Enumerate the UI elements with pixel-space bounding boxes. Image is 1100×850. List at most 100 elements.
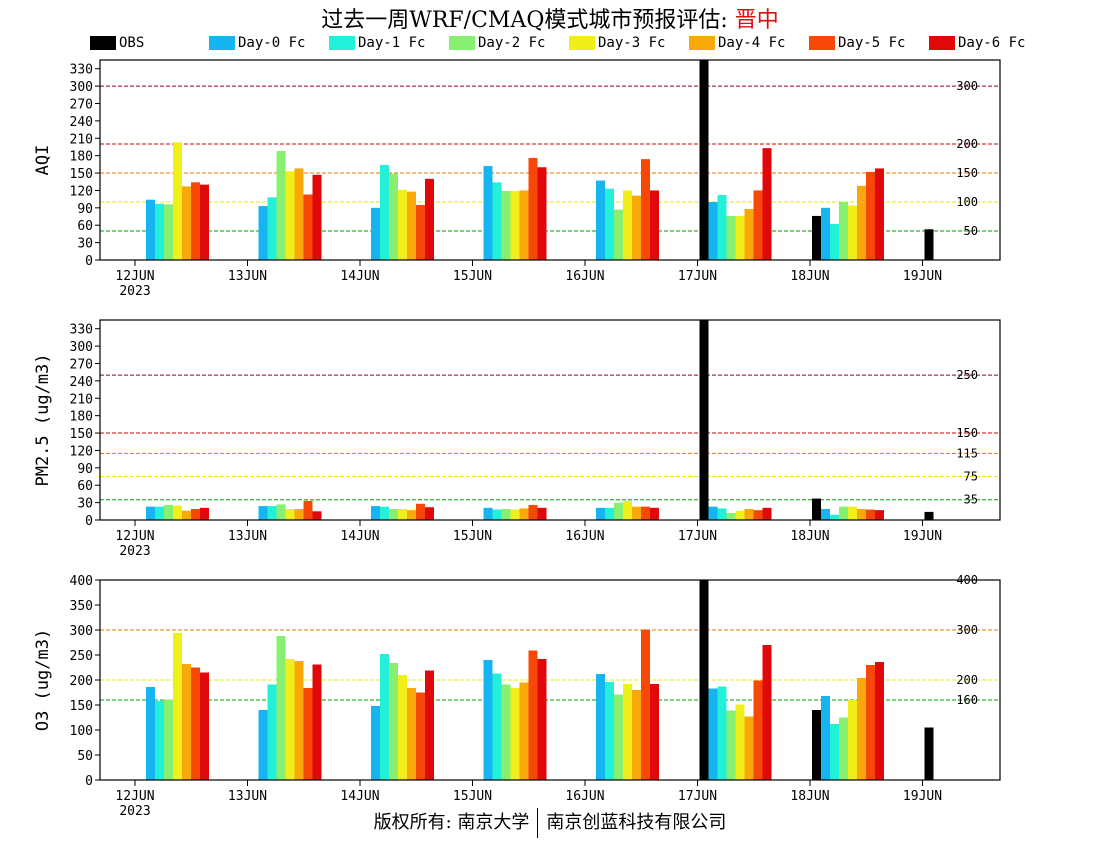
bar-0-s7-c1 — [312, 174, 322, 260]
bar-1-s5-c1 — [294, 508, 304, 520]
bar-0-s5-c6 — [857, 185, 866, 260]
threshold-label-2-1: 200 — [956, 673, 978, 687]
legend-item-day1: Day-1 Fc — [329, 34, 425, 52]
legend: OBS Day-0 Fc Day-1 Fc Day-2 Fc Day-3 Fc … — [0, 34, 1100, 54]
y-tick-label-0-11: 330 — [70, 63, 93, 78]
x-tick-label-2-0: 12JUN — [115, 789, 154, 804]
bar-0-s1-c6 — [821, 207, 830, 260]
bar-1-s4-c6 — [848, 506, 857, 520]
bar-1-s6-c1 — [303, 500, 313, 520]
y-tick-label-1-7: 210 — [70, 392, 93, 407]
x-tick-label-0-1: 13JUN — [228, 269, 267, 284]
bar-2-s6-c0 — [191, 667, 200, 780]
legend-item-obs: OBS — [90, 34, 144, 52]
bar-1-s1-c5 — [708, 506, 718, 520]
x-tick-label-0-7: 19JUN — [903, 269, 942, 284]
bar-0-s5-c3 — [519, 190, 529, 260]
o3-chart-panel: 160 200 300 400 0 50 100 150 200 250 300 350 400 12JU… — [33, 575, 1001, 819]
bar-2-s2-c5 — [717, 686, 727, 780]
bar-2-s3-c1 — [276, 636, 286, 780]
bar-0-s2-c2 — [380, 164, 389, 260]
bar-0-s6-c4 — [641, 159, 650, 260]
y-tick-label-1-1: 30 — [77, 497, 93, 512]
legend-label-day4: Day-4 Fc — [718, 35, 786, 51]
chart-title: 过去一周WRF/CMAQ模式城市预报评估: 晋中 — [0, 2, 1100, 34]
bar-1-s6-c2 — [416, 503, 425, 520]
y-tick-label-0-5: 150 — [70, 167, 93, 182]
legend-label-day2: Day-2 Fc — [478, 35, 546, 51]
legend-swatch-obs — [90, 36, 116, 50]
footer-copyright: 版权所有: 南京大学 — [373, 812, 530, 833]
x-tick-label-2-1: 13JUN — [228, 789, 267, 804]
x-tick-label-1-7: 19JUN — [903, 529, 942, 544]
legend-swatch-day6 — [929, 36, 955, 50]
bar-2-s3-c3 — [501, 684, 511, 780]
bar-1-s2-c4 — [605, 507, 614, 520]
bar-0-s5-c5 — [744, 208, 754, 260]
bar-1-s3-c0 — [164, 504, 173, 520]
bar-0-s1-c2 — [371, 207, 380, 260]
bar-0-s0-c6 — [812, 215, 821, 260]
y-tick-label-2-6: 300 — [70, 624, 93, 639]
x-tick-label-2-6: 18JUN — [790, 789, 829, 804]
bar-2-s6-c5 — [753, 680, 763, 780]
y-tick-label-1-11: 330 — [70, 323, 93, 338]
threshold-label-1-4: 250 — [956, 368, 978, 382]
bar-1-s2-c2 — [380, 506, 389, 520]
y-tick-label-0-10: 300 — [70, 80, 93, 95]
bar-1-s1-c3 — [483, 507, 493, 520]
bar-0-s3-c4 — [614, 209, 623, 260]
bar-0-s2-c1 — [267, 197, 277, 260]
x-tick-label-2-7: 19JUN — [903, 789, 942, 804]
bar-1-s5-c6 — [857, 508, 866, 520]
bar-2-s7-c5 — [762, 645, 772, 780]
bar-2-s3-c0 — [164, 699, 173, 780]
y-tick-label-1-5: 150 — [70, 427, 93, 442]
bar-1-s7-c2 — [425, 507, 434, 520]
bar-0-s2-c3 — [492, 182, 502, 260]
threshold-label-1-1: 75 — [964, 470, 978, 484]
bar-1-s6-c4 — [641, 506, 650, 520]
bar-2-s7-c2 — [425, 670, 434, 780]
bar-2-s5-c5 — [744, 716, 754, 780]
bar-0-s2-c0 — [155, 203, 164, 260]
x-year-label-2: 2023 — [119, 804, 150, 819]
bar-0-s6-c5 — [753, 190, 763, 260]
bar-2-s2-c4 — [605, 682, 614, 780]
bar-0-s3-c2 — [389, 173, 398, 260]
bar-1-s7-c4 — [650, 507, 659, 520]
bar-1-s1-c1 — [258, 506, 268, 520]
bar-2-s7-c0 — [200, 672, 209, 780]
footer: 版权所有: 南京大学 南京创蓝科技有限公司 — [0, 808, 1100, 838]
bar-1-s1-c6 — [821, 508, 830, 520]
bar-1-s5-c5 — [744, 508, 754, 520]
bar-2-s1-c5 — [708, 688, 718, 780]
plot-frame-0 — [99, 59, 1001, 261]
bar-0-s5-c1 — [294, 168, 304, 260]
bar-1-s3-c6 — [839, 506, 848, 520]
bar-1-s5-c0 — [182, 510, 191, 520]
x-year-label-1: 2023 — [119, 544, 150, 559]
y-tick-label-1-10: 300 — [70, 340, 93, 355]
threshold-label-0-3: 200 — [956, 137, 978, 151]
bar-0-s4-c2 — [398, 189, 407, 260]
bar-0-s6-c2 — [416, 204, 425, 260]
threshold-label-2-0: 160 — [956, 693, 978, 707]
bar-2-s3-c6 — [839, 717, 848, 780]
x-tick-label-2-5: 17JUN — [678, 789, 717, 804]
x-tick-label-1-6: 18JUN — [790, 529, 829, 544]
bar-0-s1-c3 — [483, 166, 493, 260]
y-tick-label-0-4: 120 — [70, 184, 93, 199]
bar-1-s7-c5 — [762, 507, 772, 520]
bar-1-s0-c6 — [812, 498, 821, 520]
y-tick-label-2-4: 200 — [70, 674, 93, 689]
x-tick-label-2-2: 14JUN — [340, 789, 379, 804]
legend-label-day5: Day-5 Fc — [838, 35, 906, 51]
legend-label-day3: Day-3 Fc — [598, 35, 666, 51]
bar-0-s4-c3 — [510, 191, 520, 260]
bar-0-s4-c0 — [173, 142, 182, 260]
bar-2-s1-c4 — [596, 674, 605, 780]
bar-0-s7-c5 — [762, 148, 772, 260]
bar-2-s1-c0 — [146, 687, 155, 780]
bar-0-s7-c6 — [875, 168, 884, 260]
